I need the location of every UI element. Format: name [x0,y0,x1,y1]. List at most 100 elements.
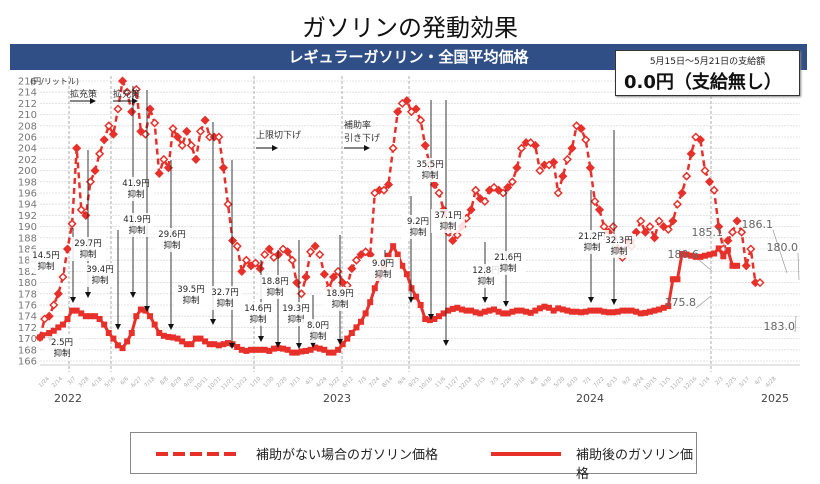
data-point-after-subsidy [238,346,245,353]
data-point-no-subsidy [420,140,430,150]
x-tick-label: 8/13 [606,376,619,389]
data-point-after-subsidy [711,250,718,257]
suppression-arrow-head [229,343,235,349]
suppression-note-label: 抑制 [477,276,494,287]
suppression-note-label: 抑制 [266,287,283,298]
data-point-no-subsidy [122,87,132,97]
data-point-after-subsidy [422,316,429,322]
suppression-label-bg [208,286,242,310]
policy-arrow-head [364,145,370,151]
data-point-after-subsidy [633,308,640,315]
x-tick-label: 5/22 [329,376,342,389]
suppression-amount-label: 14.6円 [244,304,271,314]
data-point-after-subsidy [445,307,452,314]
suppression-amount-label: 18.8円 [261,277,288,287]
x-tick-label: 4/30 [540,376,553,389]
data-point-no-subsidy [58,272,68,282]
value-label: 180.0 [767,241,799,254]
policy-arrow-head [132,98,138,104]
data-point-after-subsidy [403,271,410,278]
data-point-after-subsidy [399,262,406,269]
data-point-no-subsidy [195,126,206,136]
data-point-no-subsidy [95,149,105,159]
data-point-after-subsidy [78,310,85,317]
legend-solid-swatch [491,452,561,456]
data-point-after-subsidy [362,310,369,317]
data-point-after-subsidy [206,341,213,348]
data-point-no-subsidy [494,185,504,195]
data-point-after-subsidy [247,346,254,353]
suppression-amount-label: 8.0円 [307,321,329,331]
data-point-no-subsidy [319,269,329,279]
x-tick-label: 3/7 [67,376,78,387]
y-tick-label: 200 [18,166,37,177]
data-point-after-subsidy [454,304,461,311]
data-point-after-subsidy [330,349,337,356]
x-tick-label: 5/16 [104,376,117,389]
data-point-no-subsidy [62,244,73,254]
data-point-after-subsidy [82,313,89,320]
data-point-after-subsidy [417,302,424,308]
data-point-after-subsidy [348,330,355,336]
data-point-no-subsidy [232,241,242,251]
data-point-after-subsidy [105,330,112,336]
data-point-after-subsidy [211,341,218,348]
data-point-after-subsidy [183,341,190,348]
data-point-no-subsidy [104,121,114,131]
data-point-after-subsidy [202,338,209,345]
suppression-arrow-head [296,343,302,349]
data-point-no-subsidy [526,138,536,148]
data-point-after-subsidy [142,307,149,314]
y-tick-label: 174 [18,312,37,323]
data-point-after-subsidy [646,308,653,315]
suppression-note-label: 抑制 [287,314,304,325]
data-point-no-subsidy [67,219,77,229]
data-point-after-subsidy [124,338,131,345]
data-point-no-subsidy [383,180,394,190]
value-label-leader [794,315,797,333]
x-tick-label: 6/6 [120,376,131,387]
data-point-no-subsidy [191,154,201,164]
suppression-note-label: 抑制 [216,298,233,309]
data-point-after-subsidy [275,345,282,352]
x-tick-label: 3/13 [289,376,302,389]
x-tick-label: 1/14 [699,376,712,389]
x-tick-label: 12/16 [683,376,699,392]
suppression-amount-label: 39.5円 [177,285,204,295]
data-point-after-subsidy [724,247,731,254]
data-point-no-subsidy [631,227,641,237]
data-point-after-subsidy [440,310,447,317]
y-tick-label: 180 [18,278,37,289]
x-tick-label: 6/10 [566,376,579,389]
data-point-after-subsidy [252,346,259,353]
y-tick-label: 206 [18,133,37,144]
data-point-after-subsidy [64,316,71,322]
data-point-no-subsidy [283,247,293,257]
value-label-leader [772,229,788,274]
policy-arrow-head [272,145,278,151]
data-point-after-subsidy [688,252,695,259]
y-tick-label: 216 [18,77,37,88]
data-point-after-subsidy [302,347,309,354]
x-tick-label: 10/31 [207,376,222,391]
x-tick-label: 2/5 [490,376,501,387]
data-point-no-subsidy [108,129,118,139]
data-point-after-subsidy [156,330,163,336]
suppression-arrow-head [130,292,136,298]
data-point-after-subsidy [449,305,456,312]
data-point-after-subsidy [527,309,534,316]
data-point-after-subsidy [458,306,465,313]
y-tick-label: 194 [18,200,37,211]
data-point-no-subsidy [585,163,595,173]
data-point-after-subsidy [692,253,699,260]
data-point-no-subsidy [127,107,137,117]
year-label: 2022 [54,392,82,405]
data-point-after-subsidy [550,307,557,314]
data-point-no-subsidy [237,266,247,276]
data-point-no-subsidy [668,216,678,226]
data-point-after-subsidy [270,345,277,352]
data-point-no-subsidy [113,104,123,114]
data-point-no-subsidy [260,250,270,260]
data-point-after-subsidy [137,306,144,313]
data-point-after-subsidy [651,307,658,314]
